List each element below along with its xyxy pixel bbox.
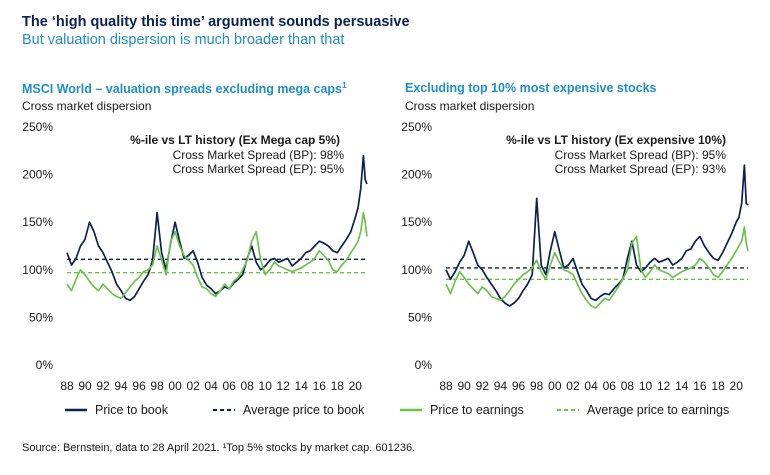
left-y-tick-label: 200% — [22, 168, 53, 182]
right-x-tick-label: 06 — [603, 379, 617, 393]
left-x-tick-label: 92 — [96, 379, 110, 393]
left-x-tick-label: 90 — [78, 379, 92, 393]
right-x-tick-label: 88 — [439, 379, 453, 393]
right-x-tick-label: 16 — [693, 379, 707, 393]
left-x-tick-label: 18 — [331, 379, 345, 393]
right-x-tick-label: 12 — [657, 379, 671, 393]
right-x-tick-label: 20 — [730, 379, 744, 393]
right-x-tick-label: 92 — [476, 379, 490, 393]
left-x-tick-label: 02 — [186, 379, 200, 393]
left-x-tick-label: 10 — [259, 379, 273, 393]
left-chart-title: MSCI World – valuation spreads excluding… — [22, 81, 347, 97]
legend-item-price-to-book: Price to book — [65, 403, 168, 417]
right-x-tick-label: 96 — [512, 379, 526, 393]
left-y-tick-label: 0% — [36, 358, 54, 372]
right-series-price-to-book — [445, 164, 749, 307]
right-y-tick-label: 50% — [408, 310, 432, 324]
left-y-tick-label: 50% — [29, 310, 53, 324]
chart-legend: Price to book Average price to book Pric… — [65, 403, 765, 423]
left-x-tick-label: 20 — [349, 379, 363, 393]
right-chart-annotation-bp: Cross Market Spread (BP): 95% — [555, 148, 727, 162]
legend-swatch-dashed-green — [557, 409, 579, 411]
legend-swatch-solid-navy — [65, 408, 87, 412]
right-chart-title: Excluding top 10% most expensive stocks — [405, 81, 657, 95]
right-x-tick-label: 90 — [457, 379, 471, 393]
left-chart-annotation-ep: Cross Market Spread (EP): 95% — [173, 162, 345, 176]
right-y-tick-label: 0% — [415, 358, 433, 372]
left-x-tick-label: 04 — [204, 379, 218, 393]
left-x-tick-label: 16 — [313, 379, 327, 393]
legend-item-average-price-to-book: Average price to book — [213, 403, 364, 417]
right-y-tick-label: 250% — [401, 120, 432, 134]
left-chart-subtitle: Cross market dispersion — [22, 99, 152, 113]
right-x-tick-label: 18 — [711, 379, 725, 393]
legend-item-price-to-earnings: Price to earnings — [400, 403, 524, 417]
right-chart-annotation-title: %-ile vs LT history (Ex expensive 10%) — [506, 133, 726, 147]
left-x-tick-label: 00 — [168, 379, 182, 393]
right-x-tick-label: 08 — [621, 379, 635, 393]
page-title: The ‘high quality this time’ argument so… — [22, 14, 410, 30]
left-x-tick-label: 98 — [150, 379, 164, 393]
right-y-tick-label: 100% — [401, 263, 432, 277]
left-chart-annotation-bp: Cross Market Spread (BP): 98% — [173, 148, 345, 162]
right-x-tick-label: 94 — [494, 379, 508, 393]
right-y-tick-label: 150% — [401, 215, 432, 229]
source-note: Source: Bernstein, data to 28 April 2021… — [22, 442, 416, 454]
legend-label-price-to-earnings: Price to earnings — [430, 403, 524, 417]
left-y-tick-label: 100% — [22, 263, 53, 277]
left-x-tick-label: 06 — [222, 379, 236, 393]
right-x-tick-label: 04 — [584, 379, 598, 393]
left-line-chart: %-ile vs LT history (Ex Mega cap 5%) Cro… — [22, 120, 368, 393]
right-x-tick-label: 98 — [530, 379, 544, 393]
left-chart-title-footnote: 1 — [342, 81, 347, 90]
page-subtitle: But valuation dispersion is much broader… — [22, 32, 345, 48]
right-series-price-to-earnings — [445, 226, 749, 309]
left-chart-annotation-title: %-ile vs LT history (Ex Mega cap 5%) — [130, 133, 340, 147]
left-x-tick-label: 94 — [114, 379, 128, 393]
left-y-tick-label: 150% — [22, 215, 53, 229]
legend-label-average-price-to-earnings: Average price to earnings — [587, 403, 730, 417]
right-chart-annotation-ep: Cross Market Spread (EP): 93% — [555, 162, 727, 176]
left-series-price-to-earnings — [66, 211, 368, 300]
right-x-tick-label: 10 — [639, 379, 653, 393]
left-y-tick-label: 250% — [22, 120, 53, 134]
right-chart-subtitle: Cross market dispersion — [405, 99, 535, 113]
right-x-tick-label: 14 — [675, 379, 689, 393]
legend-item-average-price-to-earnings: Average price to earnings — [557, 403, 729, 417]
left-x-tick-label: 12 — [277, 379, 291, 393]
right-y-tick-label: 200% — [401, 168, 432, 182]
legend-label-price-to-book: Price to book — [95, 403, 168, 417]
left-x-tick-label: 14 — [295, 379, 309, 393]
legend-swatch-dashed-navy — [213, 409, 235, 411]
legend-label-average-price-to-book: Average price to book — [243, 403, 365, 417]
legend-swatch-solid-green — [400, 408, 422, 412]
right-x-tick-label: 02 — [566, 379, 580, 393]
left-x-tick-label: 96 — [132, 379, 146, 393]
right-x-tick-label: 00 — [548, 379, 562, 393]
left-x-tick-label: 88 — [60, 379, 74, 393]
right-line-chart: %-ile vs LT history (Ex expensive 10%) C… — [401, 120, 749, 393]
left-x-tick-label: 08 — [241, 379, 255, 393]
left-series-price-to-book — [66, 154, 368, 302]
